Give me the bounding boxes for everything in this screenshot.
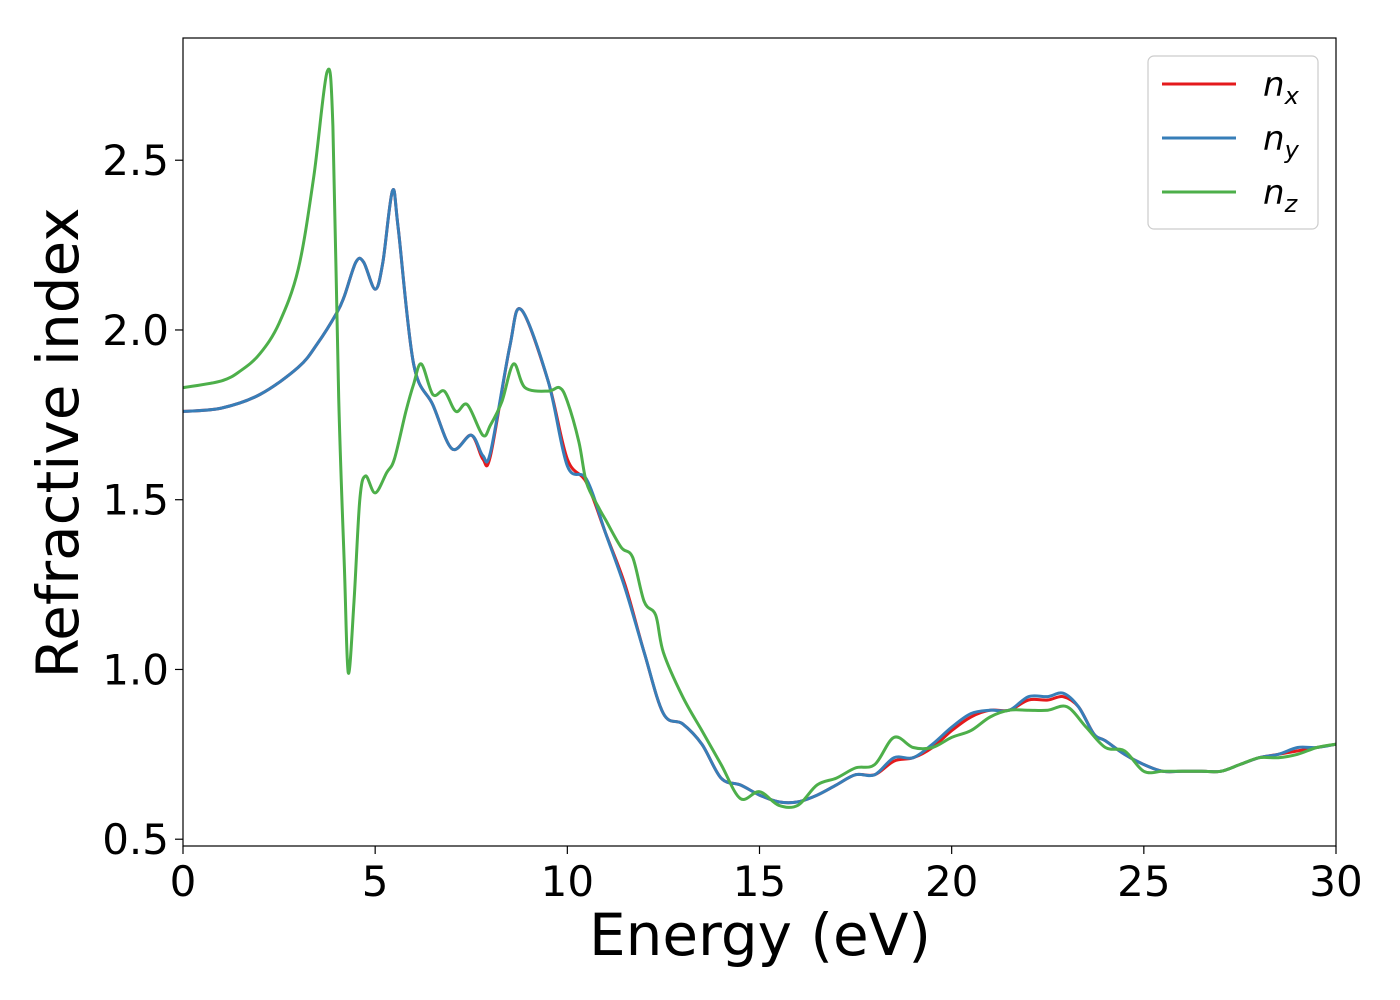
y-tick-label: 2.5	[102, 136, 169, 185]
legend-box	[1147, 55, 1319, 230]
series-line-nx	[183, 188, 1336, 805]
series-line-nz	[183, 67, 1336, 809]
series-line-ny	[183, 188, 1336, 805]
x-tick-label: 25	[1117, 857, 1170, 906]
y-tick-label: 2.0	[102, 306, 169, 355]
x-tick-label: 5	[362, 857, 389, 906]
y-tick-label: 0.5	[102, 815, 169, 864]
x-tick-label: 30	[1309, 857, 1362, 906]
legend-label-nx: nx	[1263, 65, 1300, 110]
legend-label-ny: ny	[1263, 119, 1300, 164]
x-tick-label: 20	[925, 857, 978, 906]
y-axis-title: Refractive index	[24, 207, 92, 678]
x-tick-label: 0	[170, 857, 197, 906]
y-tick-label: 1.0	[102, 645, 169, 694]
x-tick-label: 15	[733, 857, 786, 906]
x-tick-label: 10	[541, 857, 594, 906]
series-lines	[183, 67, 1336, 809]
y-tick-label: 1.5	[102, 476, 169, 525]
x-axis-title: Energy (eV)	[589, 901, 931, 969]
